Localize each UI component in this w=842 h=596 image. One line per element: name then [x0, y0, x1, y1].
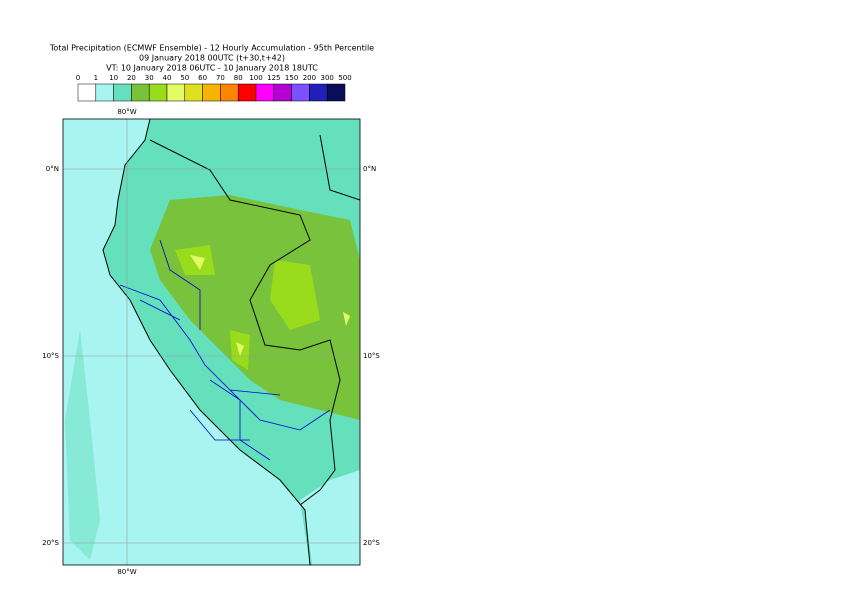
coastline: [102, 119, 311, 565]
map-frame: [62, 118, 361, 566]
legend-label: 80: [234, 74, 243, 82]
legend-label: 1: [94, 74, 98, 82]
legend-swatch: [77, 83, 97, 102]
legend-label: 500: [338, 74, 351, 82]
lon-label: 80°W: [117, 568, 136, 576]
legend-swatch: [166, 83, 186, 102]
legend-label: 20: [127, 74, 136, 82]
lat-label: 10°S: [363, 352, 380, 360]
legend-swatch: [113, 83, 132, 102]
legend-swatch: [220, 83, 239, 102]
lat-label: 20°S: [363, 539, 380, 547]
legend-swatch: [184, 83, 203, 102]
legend-swatch: [148, 83, 168, 102]
legend-label: 100: [249, 74, 262, 82]
region-border: [119, 239, 331, 461]
country-border: [149, 134, 360, 506]
legend-swatch: [273, 83, 292, 102]
legend-swatch: [291, 83, 310, 102]
title-line: Total Precipitation (ECMWF Ensemble) - 1…: [49, 44, 374, 53]
legend-label: 70: [216, 74, 225, 82]
legend-swatch: [237, 83, 257, 102]
legend-label: 50: [180, 74, 189, 82]
legend-label: 200: [303, 74, 316, 82]
lat-label: 0°N: [46, 165, 59, 173]
legend-label: 10: [109, 74, 118, 82]
ocean-light: [63, 119, 150, 300]
lon-label: 80°W: [117, 108, 136, 116]
precip-zone: [175, 245, 320, 370]
legend-label: 30: [145, 74, 154, 82]
legend-swatch: [202, 83, 221, 102]
legend-label: 60: [198, 74, 207, 82]
legend-label: 125: [267, 74, 280, 82]
legend: 0 1 10 20 30 40 50 60 70 80 100 125 150 200 300 500: [76, 74, 352, 102]
legend-label: 40: [163, 74, 172, 82]
lat-label: 20°S: [42, 539, 59, 547]
legend-swatch: [95, 83, 114, 102]
legend-label: 0: [76, 74, 80, 82]
legend-label: 300: [321, 74, 334, 82]
title-line: 09 January 2018 00UTC (t+30,t+42): [139, 54, 285, 63]
title-line: VT: 10 January 2018 06UTC - 10 January 2…: [106, 64, 318, 73]
legend-swatch: [309, 83, 328, 102]
ocean-precip: [65, 330, 100, 560]
legend-swatch: [326, 83, 346, 102]
lat-label: 10°S: [42, 352, 59, 360]
lat-label: 0°N: [363, 165, 376, 173]
legend-label: 150: [285, 74, 298, 82]
legend-swatch: [255, 83, 275, 102]
legend-swatch: [131, 83, 150, 102]
map-area: [63, 119, 360, 565]
